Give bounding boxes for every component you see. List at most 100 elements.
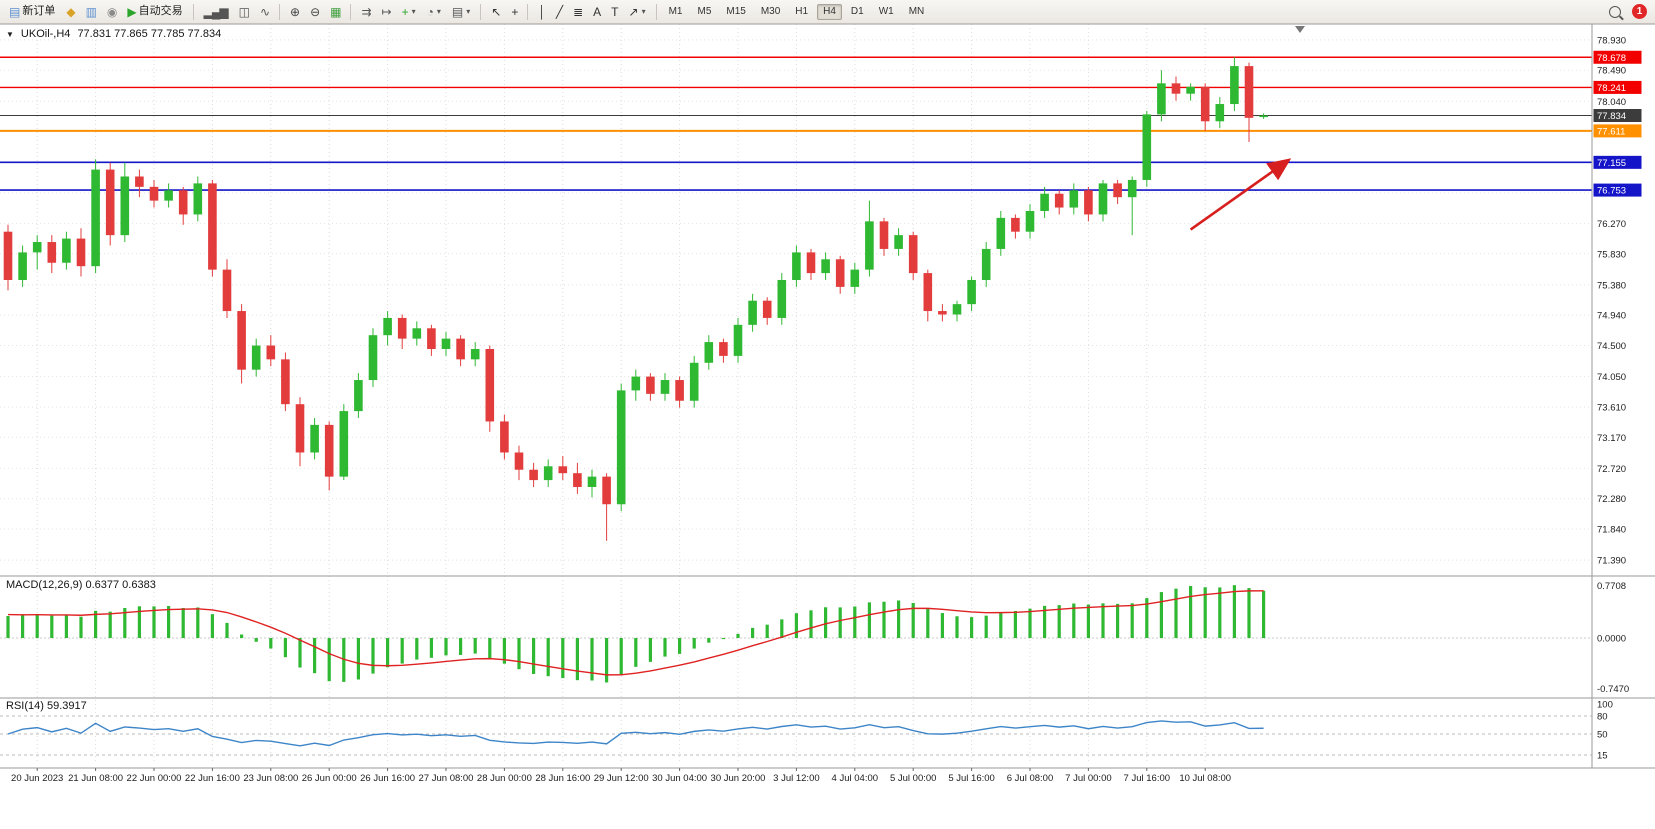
macd-histogram-bar: [1203, 587, 1207, 638]
chart-shift-button[interactable]: ↦: [377, 3, 396, 21]
macd-histogram-bar: [123, 607, 127, 638]
candle-up: [368, 335, 378, 381]
cursor-button[interactable]: ↖: [486, 3, 505, 21]
text-label-button[interactable]: T: [606, 3, 622, 21]
vertical-line-button[interactable]: │: [533, 3, 550, 21]
quick-trade-toggle-icon[interactable]: ▼: [6, 29, 14, 39]
tile-windows-button[interactable]: ▦: [325, 3, 345, 21]
y-axis-label: 76.270: [1597, 219, 1626, 230]
indicators-button[interactable]: + ▾: [401, 4, 416, 19]
timeframe-m5[interactable]: M5: [697, 5, 712, 17]
timeframe-d1[interactable]: D1: [850, 5, 864, 17]
macd-histogram-bar: [137, 606, 141, 638]
text-button[interactable]: A: [588, 3, 605, 21]
timeframe-mn[interactable]: MN: [908, 5, 925, 17]
new-order-icon: ▤: [9, 4, 20, 19]
rsi-line: [7, 720, 1264, 747]
macd-histogram-bar: [663, 638, 667, 657]
market-watch-button[interactable]: ◆: [61, 3, 79, 21]
auto-scroll-button[interactable]: ⇉: [356, 3, 375, 21]
crosshair-button[interactable]: +: [506, 3, 522, 21]
macd-histogram-bar: [196, 607, 200, 638]
candle-down: [675, 380, 684, 401]
candle-up: [660, 380, 670, 394]
zoom-in-button[interactable]: ⊕: [285, 3, 304, 21]
macd-histogram-bar: [678, 638, 682, 654]
timeframe-h4[interactable]: H4: [817, 3, 842, 20]
macd-histogram-bar: [386, 638, 390, 668]
macd-histogram-bar: [561, 638, 565, 679]
navigator-button[interactable]: ◉: [102, 3, 121, 21]
trendline-button[interactable]: ╱: [551, 3, 567, 21]
toolbar-separator: [527, 3, 529, 20]
candle-up: [354, 380, 363, 412]
new-order-button[interactable]: ▤ 新订单: [9, 4, 56, 19]
autotrade-button[interactable]: ▶ 自动交易: [127, 4, 183, 19]
chart-window: 78.93078.49078.04077.60077.16076.71076.2…: [0, 24, 1655, 829]
y-axis-label: 74.050: [1597, 372, 1626, 383]
macd-histogram-bar: [532, 638, 536, 674]
macd-indicator-label: MACD(12,26,9) 0.6377 0.6383: [6, 579, 156, 591]
candle-up: [996, 217, 1006, 249]
macd-histogram-bar: [575, 638, 579, 681]
periods-button[interactable]: ◔ ▾: [426, 4, 441, 19]
macd-histogram-bar: [371, 638, 375, 674]
templates-icon: ▤: [451, 4, 463, 19]
x-axis-label: 21 Jun 08:00: [68, 773, 123, 784]
chart-shift-marker[interactable]: [1295, 26, 1305, 33]
rsi-axis-label: 100: [1597, 700, 1613, 711]
timeframe-h1[interactable]: H1: [795, 5, 809, 17]
x-axis-label: 20 Jun 2023: [11, 773, 63, 784]
candle-down: [456, 338, 465, 360]
timeframe-m30[interactable]: M30: [760, 5, 781, 17]
timeframe-m15[interactable]: M15: [726, 5, 746, 17]
notification-badge[interactable]: 1: [1632, 4, 1647, 19]
macd-histogram-bar: [692, 638, 696, 649]
macd-histogram-bar: [546, 638, 550, 677]
macd-histogram-bar: [21, 615, 25, 638]
macd-histogram-bar: [780, 619, 784, 638]
zoom-out-button[interactable]: ⊖: [305, 3, 324, 21]
candle-up: [1040, 193, 1049, 211]
timeframe-m1[interactable]: M1: [668, 5, 683, 17]
macd-axis-label: 0.0000: [1597, 634, 1626, 645]
candle-down: [762, 300, 772, 318]
market-watch-icon: ◆: [66, 4, 75, 19]
candlestick-chart-button[interactable]: ◫: [234, 3, 254, 21]
candle-down: [573, 473, 582, 487]
x-axis-label: 26 Jun 16:00: [360, 773, 415, 784]
data-window-button[interactable]: ▥: [81, 3, 101, 21]
x-axis-label: 30 Jun 04:00: [652, 773, 707, 784]
macd-histogram-bar: [590, 638, 594, 681]
macd-histogram-bar: [356, 638, 360, 680]
arrows-button[interactable]: ↗ ▾: [628, 4, 646, 19]
macd-histogram-bar: [882, 601, 886, 638]
trend-arrow-annotation[interactable]: [1189, 158, 1292, 231]
bar-chart-button[interactable]: ▂▄▆: [199, 3, 233, 21]
chart-canvas[interactable]: 78.93078.49078.04077.60077.16076.71076.2…: [0, 24, 1655, 786]
line-chart-button[interactable]: ∿: [255, 3, 274, 21]
templates-button[interactable]: ▤ ▾: [451, 4, 471, 19]
chart-shift-icon: ↦: [381, 4, 392, 19]
candle-down: [558, 466, 568, 474]
candle-up: [821, 259, 830, 274]
y-axis-label: 72.280: [1597, 494, 1626, 505]
macd-histogram-bar: [240, 634, 244, 638]
price-badge: [1593, 80, 1642, 94]
macd-histogram-bar: [1174, 588, 1178, 638]
candle-down: [1171, 83, 1181, 94]
search-icon[interactable]: [1609, 5, 1621, 18]
candle-up: [1098, 183, 1108, 215]
macd-histogram-bar: [502, 638, 506, 664]
macd-axis-label: -0.7470: [1597, 684, 1629, 695]
candle-up: [850, 269, 860, 287]
price-badge-label: 77.834: [1597, 111, 1626, 122]
macd-histogram-bar: [1247, 588, 1251, 638]
macd-histogram-bar: [707, 638, 711, 643]
x-axis-label: 26 Jun 00:00: [302, 773, 357, 784]
fibonacci-button[interactable]: ≣: [568, 3, 587, 21]
macd-histogram-bar: [473, 638, 477, 654]
timeframe-w1[interactable]: W1: [878, 5, 894, 17]
candle-down: [1084, 190, 1093, 215]
price-badge-label: 78.678: [1597, 53, 1626, 64]
